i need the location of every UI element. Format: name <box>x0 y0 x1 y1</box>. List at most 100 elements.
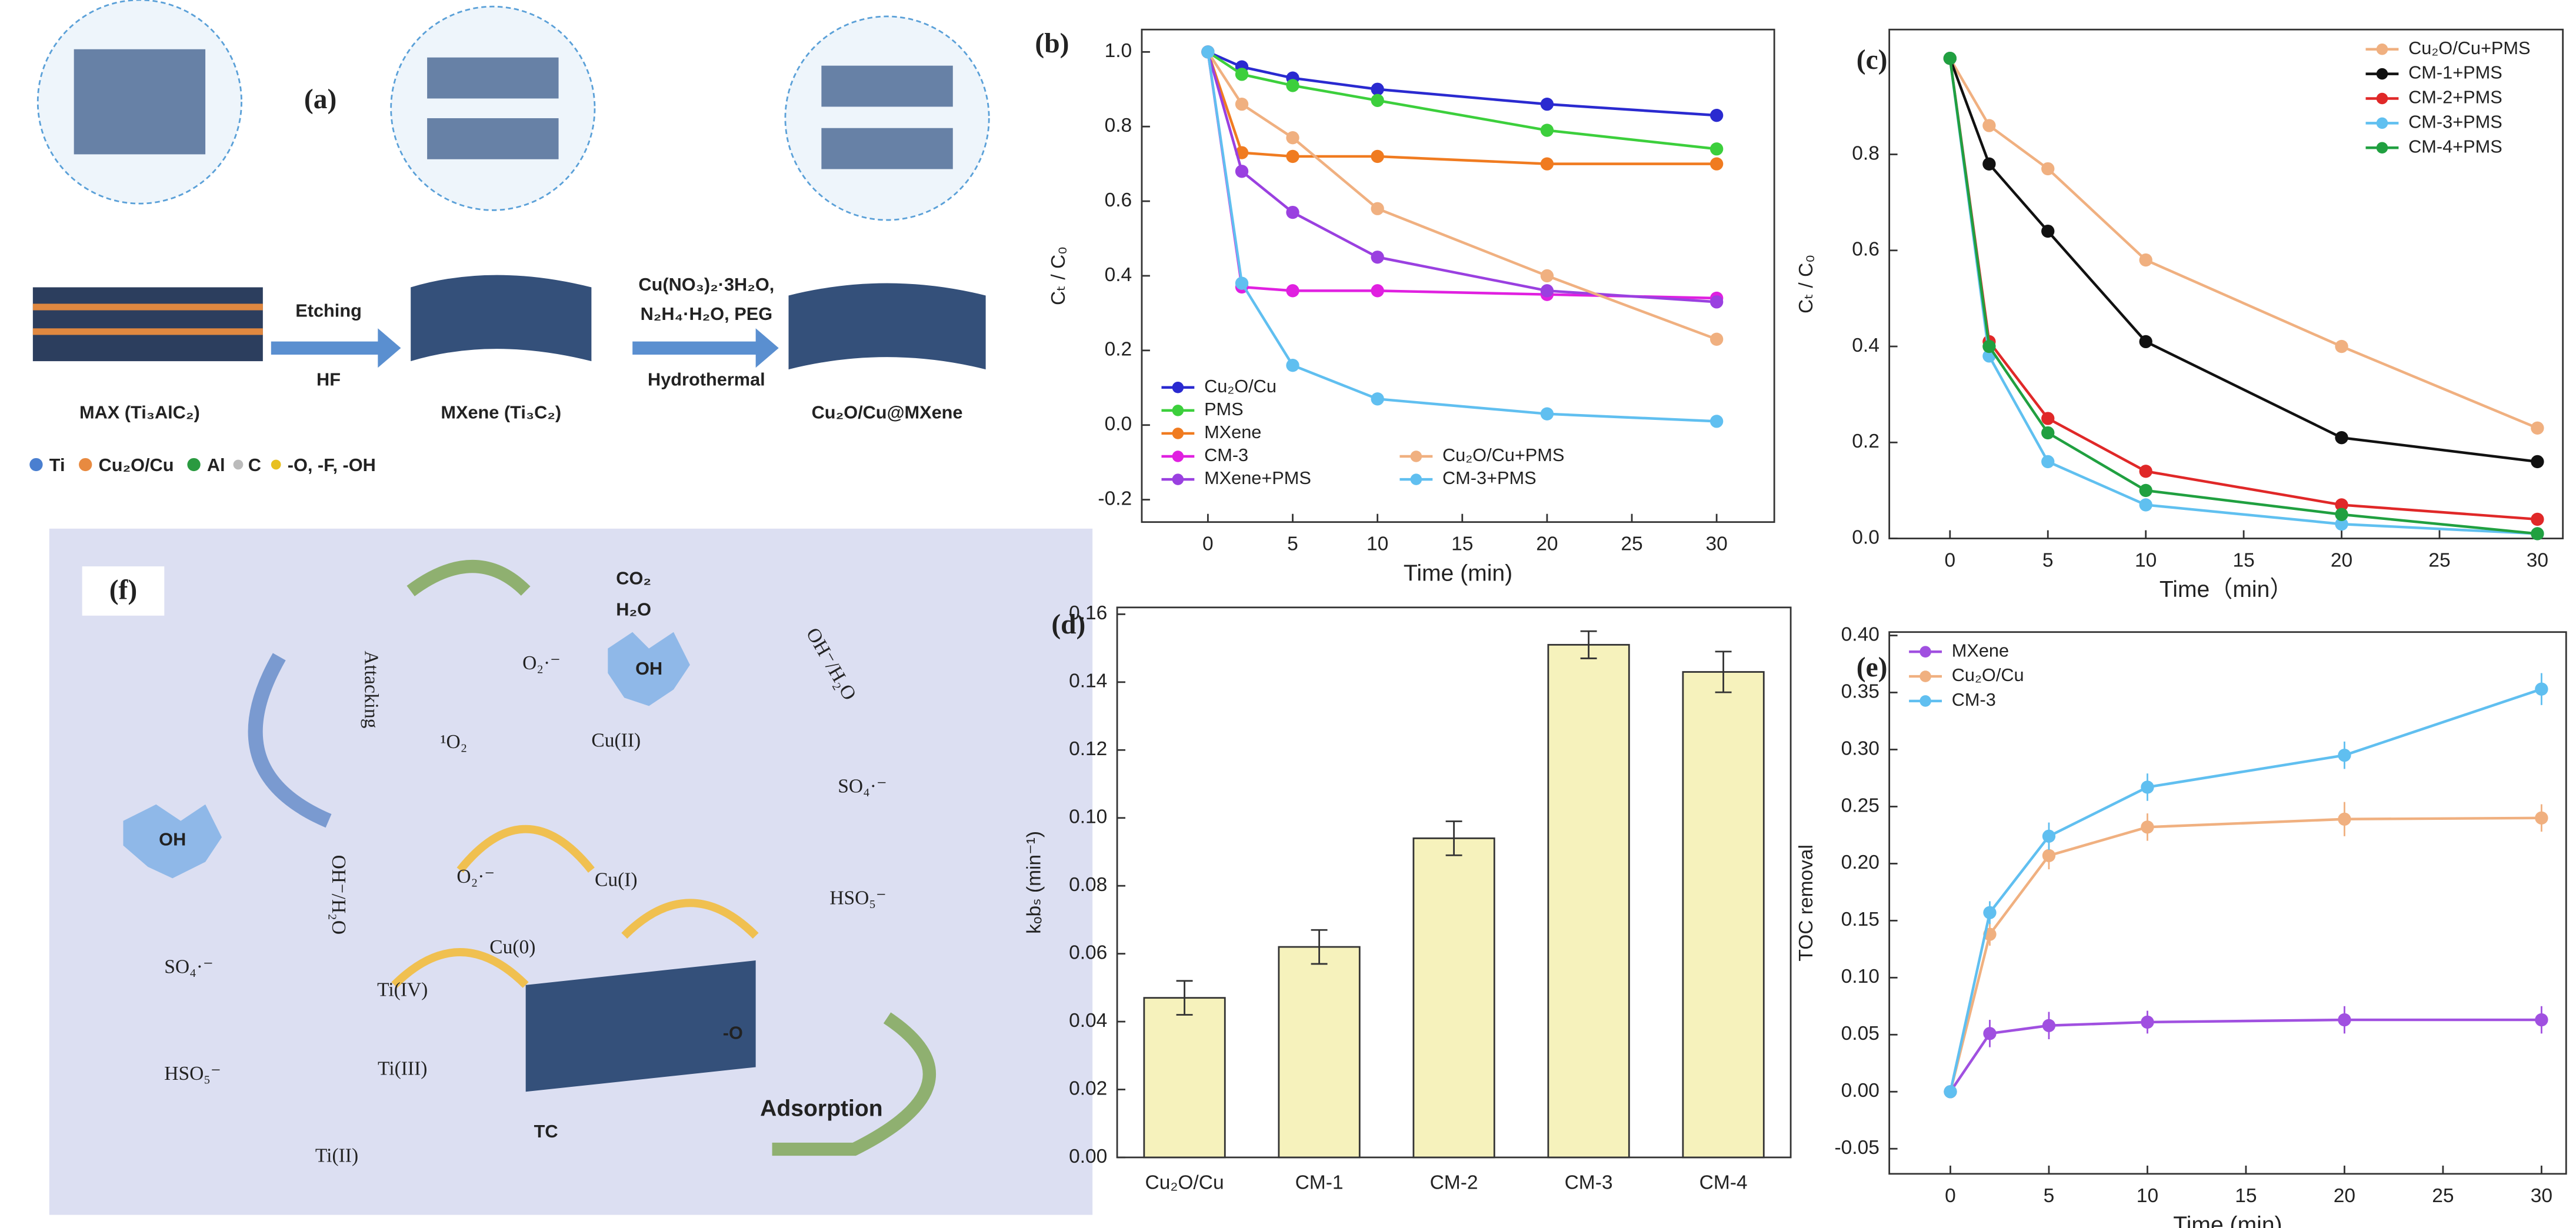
x-tick-label: 10 <box>2135 550 2157 572</box>
panel-f: (f) CO₂ H₂O Attacking O₂·⁻ OH OH⁻/H₂O ¹O… <box>49 528 1093 1215</box>
species: OH⁻/H₂O <box>328 855 349 935</box>
y-tick-label: 0.00 <box>1841 1080 1879 1102</box>
y-tick-label: 0.16 <box>1069 602 1107 624</box>
x-tick-label: 15 <box>2235 1185 2257 1207</box>
series-line <box>1207 51 1717 151</box>
x-tick-label: 5 <box>2042 550 2054 572</box>
x-axis-label: Time（min） <box>2160 577 2293 602</box>
y-axis-label: kₒbₛ (min⁻¹) <box>1023 831 1045 934</box>
legend-marker <box>1172 382 1184 393</box>
marker <box>1540 407 1554 421</box>
x-tick-label: 30 <box>1706 533 1728 555</box>
plot-frame <box>1888 631 2567 1175</box>
y-tick-label: 0.6 <box>1852 239 1879 261</box>
x-tick-label: Cu₂O/Cu <box>1145 1172 1224 1193</box>
series-line <box>1949 816 2542 1092</box>
legend-text: Cu₂O/Cu <box>99 455 174 475</box>
y-tick-label: 0.2 <box>1852 431 1879 452</box>
marker <box>1201 45 1215 59</box>
marker <box>1709 108 1724 122</box>
legend-marker <box>2376 92 2388 105</box>
marker <box>2139 253 2152 267</box>
species: SO₄·⁻ <box>164 956 213 978</box>
y-tick-label: 0.08 <box>1069 874 1107 896</box>
marker <box>2141 820 2154 834</box>
stage-label: MXene (Ti₃C₂) <box>441 402 561 423</box>
panel-label: (d) <box>1051 609 1085 640</box>
marker <box>1709 415 1724 428</box>
legend-marker <box>1172 451 1184 462</box>
marker <box>1944 1085 1957 1099</box>
species: Ti(II) <box>315 1145 358 1167</box>
x-tick-label: 10 <box>2137 1185 2158 1207</box>
species: HSO₅⁻ <box>829 887 886 909</box>
legend-text: CM-3 <box>1952 689 1996 710</box>
legend-marker <box>1410 473 1422 485</box>
al-layer <box>32 328 263 335</box>
y-tick-label: 0.0 <box>1105 413 1132 435</box>
cycle-arrow <box>621 899 759 939</box>
x-tick-label: CM-1 <box>1295 1172 1344 1193</box>
x-tick-label: 0 <box>1202 533 1214 555</box>
y-axis-label: Cₜ / C₀ <box>1048 246 1069 305</box>
y-tick-label: -0.2 <box>1098 488 1132 509</box>
legend-text: Ti <box>49 455 65 475</box>
legend-marker <box>1172 428 1184 439</box>
marker <box>1709 295 1724 309</box>
arrow <box>271 328 401 368</box>
marker <box>1709 332 1724 346</box>
y-tick-label: 0.0 <box>1852 526 1879 548</box>
species: ¹O₂ <box>440 731 467 753</box>
x-tick-label: 20 <box>1536 533 1558 555</box>
marker <box>1540 284 1554 298</box>
marker <box>2041 162 2055 176</box>
legend-marker <box>1919 646 1931 658</box>
y-tick-label: 0.10 <box>1069 806 1107 828</box>
marker <box>2041 426 2055 440</box>
marker <box>2335 339 2348 353</box>
series-line <box>1949 1018 2542 1093</box>
species: Ti(IV) <box>377 979 428 1001</box>
x-tick-label: 25 <box>2428 550 2450 572</box>
series-line <box>1948 58 2538 429</box>
legend-marker <box>1410 451 1422 462</box>
legend-marker <box>2376 68 2388 80</box>
legend-text: CM-3+PMS <box>2408 111 2502 132</box>
marker <box>2338 1013 2351 1027</box>
legend-text: CM-3 <box>1204 445 1248 465</box>
y-axis-label: Cₜ / C₀ <box>1795 255 1817 313</box>
panel-label: (e) <box>1857 652 1888 683</box>
marker <box>1286 131 1299 145</box>
marker <box>1709 142 1724 156</box>
species: Cu(II) <box>591 729 641 751</box>
marker <box>1982 157 1996 171</box>
bar <box>1278 946 1361 1159</box>
marker <box>1943 52 1957 65</box>
legend-text: Cu₂O/Cu+PMS <box>2408 38 2530 58</box>
x-tick-label: 5 <box>1287 533 1298 555</box>
y-tick-label: 0.02 <box>1069 1077 1107 1099</box>
marker <box>2139 335 2152 349</box>
legend-marker <box>2376 43 2388 55</box>
marker <box>2139 483 2152 498</box>
step-label: N₂H₄·H₂O, PEG <box>641 303 773 324</box>
lattice <box>427 118 559 159</box>
process-label: Attacking <box>361 650 382 728</box>
y-tick-label: 0.2 <box>1105 339 1132 361</box>
species: HSO₅⁻ <box>164 1063 221 1084</box>
x-tick-label: 5 <box>2044 1185 2055 1207</box>
x-tick-label: 0 <box>1945 550 1956 572</box>
legend-marker <box>2376 142 2388 154</box>
marker <box>1982 119 1996 132</box>
y-tick-label: 0.8 <box>1105 115 1132 136</box>
y-tick-label: 0.15 <box>1841 909 1879 930</box>
series-line <box>1948 58 2538 535</box>
x-tick-label: CM-3 <box>1565 1172 1613 1193</box>
panel-a: (a) Etching HF Cu(NO₃)₂·3H₂O, N₂H₄·H₂O, … <box>29 0 990 475</box>
series-line <box>1948 58 2538 463</box>
marker <box>2531 421 2544 435</box>
x-tick-label: 20 <box>2331 550 2352 572</box>
x-tick-label: 30 <box>2527 550 2548 572</box>
